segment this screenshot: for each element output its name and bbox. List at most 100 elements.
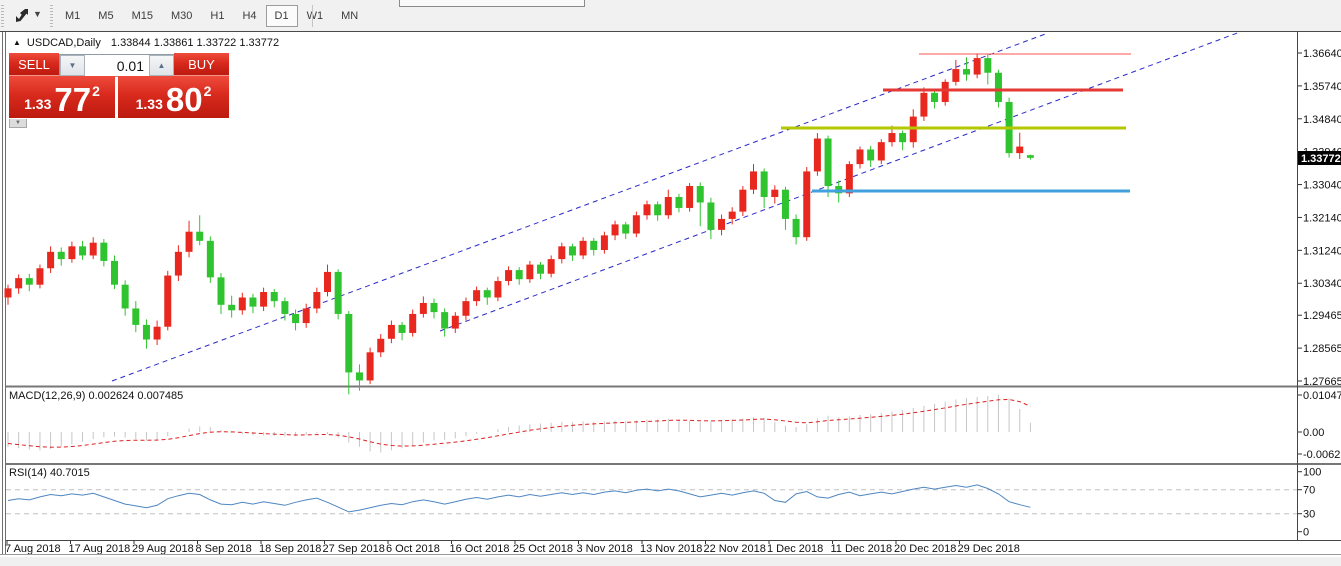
candle [462, 301, 470, 316]
sell-price-pipette: 2 [92, 83, 100, 99]
macd-axis-label: -0.006218 [1303, 449, 1341, 461]
candle [941, 81, 949, 102]
time-axis-label: 11 Dec 2018 [831, 543, 893, 555]
candle [387, 324, 395, 339]
timeframe-toolbar: ▼ M1 M5 M15 M30 H1 H4 D1 W1 MN [0, 0, 1341, 31]
candle [611, 224, 619, 236]
collapse-triangle-icon[interactable]: ▲ [13, 38, 21, 47]
time-axis-label: 3 Nov 2018 [577, 543, 633, 555]
timeframe-button-m30[interactable]: M30 [162, 5, 201, 27]
candle [675, 196, 683, 208]
price-axis-label: 1.30340 [1303, 278, 1341, 290]
trade-arrows-icon[interactable] [13, 7, 31, 25]
candle [1016, 146, 1024, 154]
toolbar-grip-2[interactable] [50, 5, 53, 27]
candle [36, 268, 44, 285]
candle [877, 142, 885, 161]
candle [228, 304, 236, 311]
sell-price-prefix: 1.33 [24, 96, 52, 112]
candle [153, 326, 161, 340]
candle [260, 292, 268, 307]
candle [899, 133, 907, 143]
rsi-axis-label: 70 [1303, 485, 1315, 497]
candle [324, 271, 331, 293]
time-axis-label: 13 Nov 2018 [640, 543, 702, 555]
candle [15, 278, 23, 289]
current-price-label: 1.33772 [1301, 153, 1341, 165]
candle [750, 171, 757, 190]
candle [579, 240, 587, 256]
candle [526, 264, 534, 280]
one-click-collapse-button[interactable]: ▼ [9, 119, 27, 128]
sell-button-label: SELL [18, 56, 50, 72]
candle [728, 211, 736, 219]
candle [249, 297, 257, 307]
candle [984, 58, 992, 73]
buy-price-button[interactable]: 1.33 80 2 [118, 76, 229, 118]
toolbar-grip[interactable] [1, 5, 4, 27]
candle [398, 324, 406, 333]
time-axis-label: 7 Aug 2018 [5, 543, 61, 555]
candle [739, 189, 747, 212]
volume-stepper: ▼ ▲ [59, 54, 175, 77]
macd-axis-label: 0.010474 [1303, 390, 1341, 402]
candle [345, 313, 353, 373]
rsi-axis-label: 100 [1303, 467, 1321, 479]
symbol-period-label: USDCAD,Daily [26, 37, 101, 49]
candle [707, 202, 715, 230]
candle [430, 302, 438, 313]
candle [451, 315, 459, 329]
buy-button[interactable]: BUY [174, 53, 229, 76]
timeframe-button-mn[interactable]: MN [332, 5, 367, 27]
candle [483, 290, 491, 298]
volume-input[interactable] [85, 55, 149, 76]
candle [515, 270, 523, 280]
timeframe-button-d1[interactable]: D1 [265, 5, 298, 27]
candle [355, 372, 363, 381]
rsi-label: RSI(14) 40.7015 [9, 467, 90, 479]
candle [302, 308, 310, 324]
time-axis-label: 16 Oct 2018 [450, 543, 510, 555]
candle [270, 292, 278, 302]
candle [334, 271, 342, 314]
candle [537, 264, 544, 274]
price-axis-label: 1.31240 [1303, 245, 1341, 257]
candle [196, 231, 204, 241]
volume-increase-button[interactable]: ▲ [149, 55, 174, 76]
candle [206, 240, 214, 278]
candle [813, 138, 821, 172]
candle [803, 171, 811, 238]
price-axis-label: 1.27665 [1303, 376, 1341, 388]
volume-decrease-button[interactable]: ▼ [60, 55, 85, 76]
timeframe-button-w1[interactable]: W1 [298, 5, 333, 27]
candle [664, 196, 672, 216]
candle [590, 240, 598, 250]
candle [111, 260, 118, 285]
price-axis-label: 1.35740 [1303, 81, 1341, 93]
timeframe-button-h4[interactable]: H4 [233, 5, 265, 27]
candle [47, 251, 55, 269]
candle [994, 72, 1002, 102]
rsi-axis-label: 30 [1303, 509, 1315, 521]
timeframe-button-h1[interactable]: H1 [201, 5, 233, 27]
candle [419, 302, 427, 314]
timeframe-button-m5[interactable]: M5 [89, 5, 122, 27]
channel-lower-line [439, 31, 1241, 332]
time-axis-label: 20 Dec 2018 [894, 543, 956, 555]
candle [718, 218, 726, 230]
candle [25, 278, 33, 285]
candle [164, 275, 172, 327]
sell-price-button[interactable]: 1.33 77 2 [9, 76, 115, 118]
candle [377, 338, 385, 353]
candle [856, 149, 864, 165]
chevron-down-icon[interactable]: ▼ [33, 9, 42, 19]
sell-button[interactable]: SELL [9, 53, 59, 76]
price-axis-label: 1.32140 [1303, 212, 1341, 224]
buy-price-prefix: 1.33 [135, 96, 163, 112]
timeframe-button-m1[interactable]: M1 [56, 5, 89, 27]
candle [505, 270, 513, 282]
timeframe-button-m15[interactable]: M15 [123, 5, 162, 27]
time-axis-label: 25 Oct 2018 [513, 543, 573, 555]
